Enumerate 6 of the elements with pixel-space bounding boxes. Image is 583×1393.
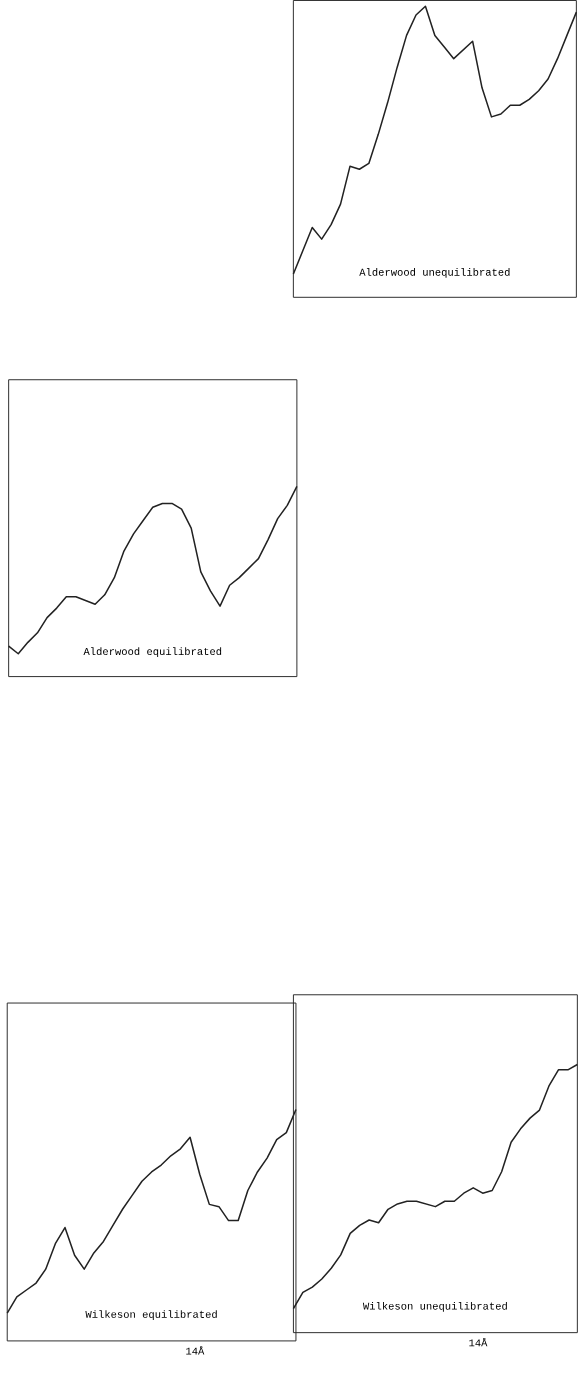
text: Wilkeson equilibrated bbox=[85, 1310, 217, 1320]
x-axis-title: 14Å bbox=[186, 1346, 205, 1355]
x-axis-title: 14Å bbox=[469, 1337, 488, 1347]
text: Alderwood unequilibrated bbox=[359, 268, 510, 278]
text: Alderwood equilibrated bbox=[83, 647, 222, 658]
text: Wilkeson unequilibrated bbox=[363, 1301, 508, 1312]
